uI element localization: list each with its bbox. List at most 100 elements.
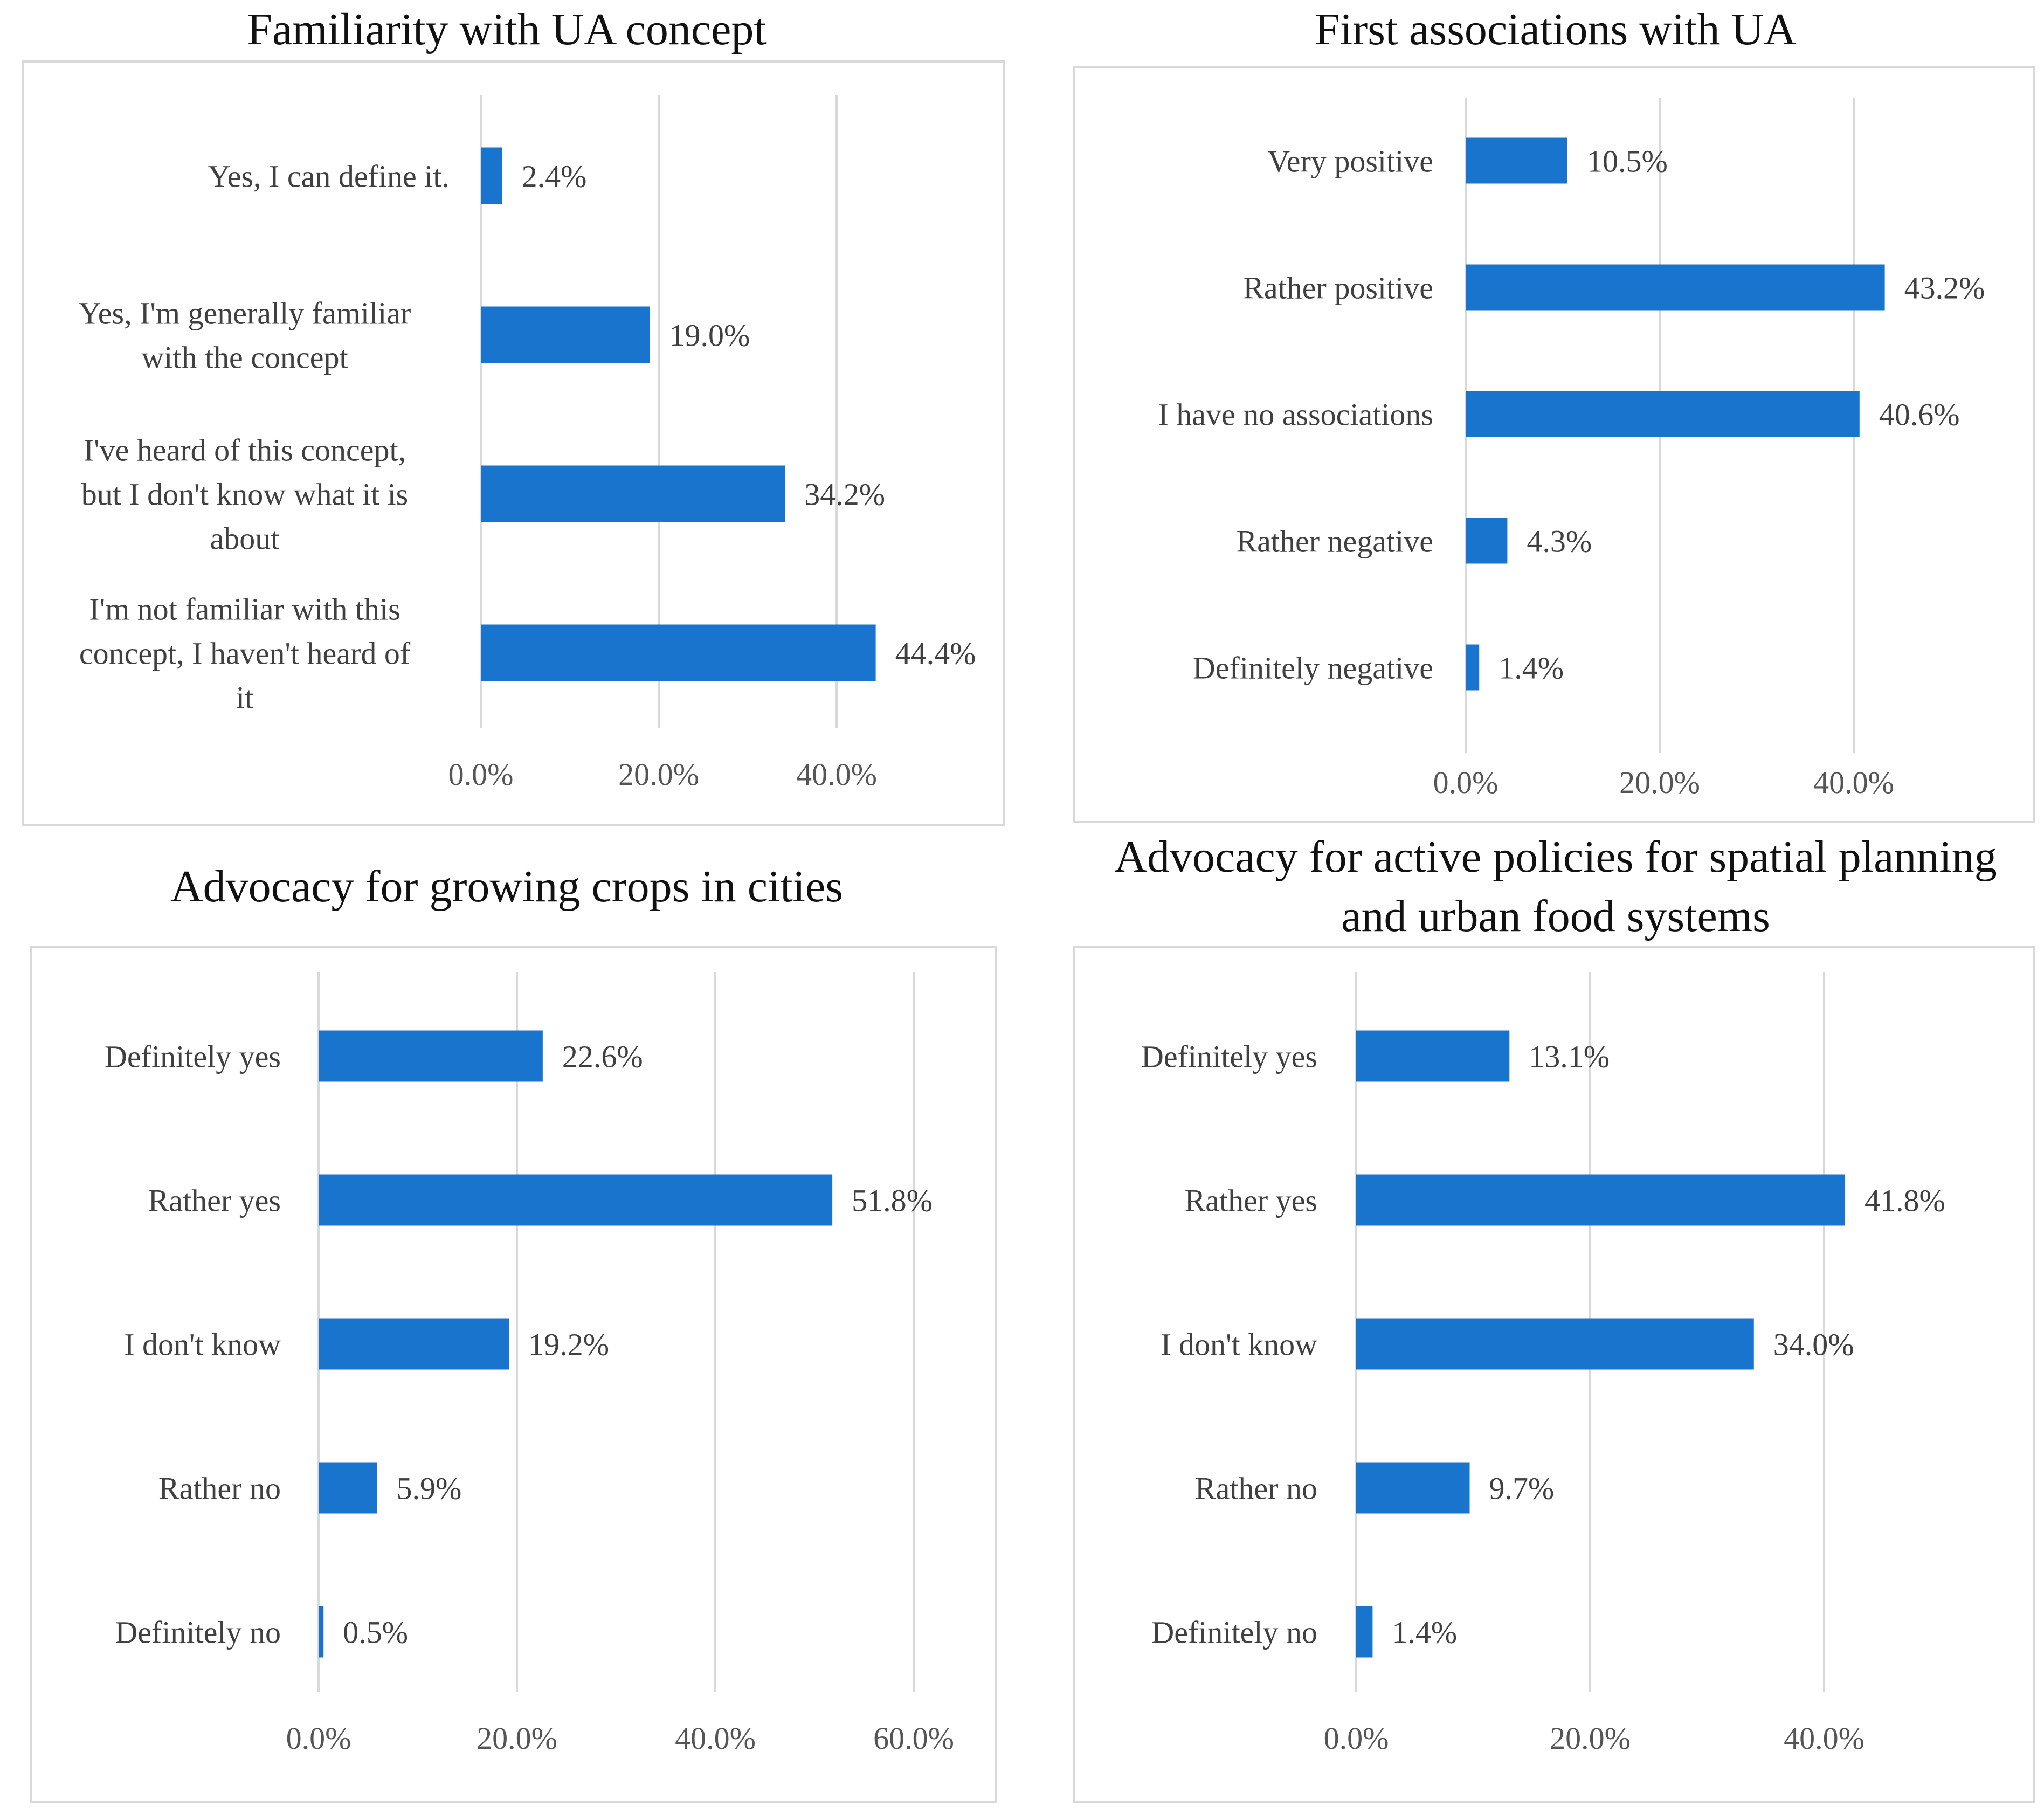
- data-label: 5.9%: [397, 1471, 462, 1506]
- data-label: 22.6%: [562, 1039, 643, 1074]
- bar: [481, 147, 502, 204]
- chart-frame: 0.0% 20.0% 40.0% 2.4% Yes, I can define it. 1…: [22, 60, 1005, 826]
- category-label-line: it: [236, 680, 253, 715]
- category-label-line: Rather yes: [1185, 1183, 1317, 1218]
- bar: [1356, 1174, 1846, 1226]
- data-label: 4.3%: [1527, 523, 1592, 558]
- category-label: Rather yes: [148, 1183, 281, 1218]
- chart-plot: 0.0% 20.0% 40.0% 13.1% Definitely yes 41.8% Ra…: [1141, 972, 1945, 1756]
- bar: [1466, 518, 1508, 564]
- data-label: 19.2%: [528, 1327, 609, 1362]
- category-label-line: Very positive: [1267, 143, 1433, 178]
- data-label: 13.1%: [1529, 1039, 1610, 1074]
- chart-plot: 0.0% 20.0% 40.0% 10.5% Very positive 43.2% Rat…: [1158, 98, 1985, 800]
- category-label: I've heard of this concept, but I don't k…: [81, 432, 409, 556]
- chart-frame: 0.0% 20.0% 40.0% 60.0% 22.6% Definitely yes 51…: [30, 946, 997, 1803]
- chart-frame: 0.0% 20.0% 40.0% 13.1% Definitely yes 41.8% Ra…: [1073, 946, 2035, 1803]
- category-label-line: I don't know: [124, 1327, 281, 1362]
- chart-frame: 0.0% 20.0% 40.0% 10.5% Very positive 43.2% Rat…: [1073, 66, 2035, 823]
- x-tick-label: 40.0%: [675, 1721, 756, 1756]
- data-label: 40.6%: [1879, 397, 1960, 432]
- category-label-line: Rather negative: [1236, 523, 1433, 558]
- category-label-line: with the concept: [141, 340, 348, 375]
- category-label: I have no associations: [1158, 397, 1433, 432]
- chart-plot: 0.0% 20.0% 40.0% 60.0% 22.6% Definitely yes 51…: [105, 972, 954, 1756]
- x-tick-label: 0.0%: [1433, 765, 1499, 800]
- chart-title: Advocacy for growing crops in cities: [170, 861, 843, 912]
- chart-title: Familiarity with UA concept: [247, 4, 766, 54]
- category-label: I'm not familiar with this concept, I hav…: [79, 591, 411, 715]
- category-label-line: Definitely yes: [105, 1039, 281, 1074]
- data-label: 34.2%: [804, 477, 885, 512]
- category-label-line: Rather no: [1195, 1471, 1317, 1506]
- bar: [1356, 1030, 1510, 1082]
- chart-title-line: and urban food systems: [1341, 891, 1770, 941]
- category-label: Yes, I can define it.: [208, 158, 450, 194]
- data-label: 10.5%: [1587, 143, 1668, 178]
- chart-title: Advocacy for active policies for spatial…: [1067, 827, 2044, 946]
- category-label-line: Rather no: [158, 1471, 281, 1506]
- category-label: I don't know: [1161, 1327, 1317, 1362]
- x-tick-label: 60.0%: [873, 1721, 954, 1756]
- category-label-line: I've heard of this concept,: [84, 432, 406, 467]
- x-tick-label: 20.0%: [1619, 765, 1700, 800]
- bar: [1356, 1318, 1754, 1370]
- x-tick-label: 20.0%: [477, 1721, 557, 1756]
- category-label: Rather yes: [1185, 1183, 1317, 1218]
- bar: [1466, 137, 1567, 184]
- x-tick-label: 40.0%: [1784, 1721, 1865, 1756]
- category-label: Definitely yes: [1141, 1039, 1317, 1074]
- category-label-line: Definitely negative: [1193, 650, 1433, 685]
- category-label: Rather no: [158, 1471, 281, 1506]
- chart-title-line: Advocacy for active policies for spatial…: [1114, 832, 1997, 882]
- x-tick-label: 40.0%: [796, 757, 877, 792]
- bar: [1466, 644, 1480, 691]
- data-label: 19.0%: [669, 318, 750, 353]
- category-label-line: Yes, I'm generally familiar: [79, 295, 411, 330]
- chart-panel-policies: Advocacy for active policies for spatial…: [1067, 827, 2044, 1809]
- bar: [481, 465, 785, 522]
- category-label-line: but I don't know what it is: [81, 477, 409, 512]
- category-label-line: I don't know: [1161, 1327, 1317, 1362]
- chart-panel-familiarity: Familiarity with UA concept 0.0% 20.0% 40.…: [0, 0, 1013, 833]
- bar: [1466, 391, 1860, 437]
- data-label: 41.8%: [1865, 1183, 1945, 1218]
- bar: [319, 1462, 377, 1514]
- data-label: 2.4%: [522, 158, 587, 194]
- chart-plot: 0.0% 20.0% 40.0% 2.4% Yes, I can define it. 1…: [79, 95, 976, 792]
- category-label: Rather no: [1195, 1471, 1317, 1506]
- bar: [319, 1030, 543, 1082]
- x-tick-label: 20.0%: [618, 757, 699, 792]
- category-label: Definitely no: [115, 1615, 281, 1650]
- data-label: 9.7%: [1489, 1471, 1554, 1506]
- bar: [1356, 1462, 1470, 1514]
- category-label-line: Rather positive: [1243, 270, 1433, 305]
- x-tick-label: 20.0%: [1550, 1721, 1631, 1756]
- category-label-line: I have no associations: [1158, 397, 1433, 432]
- chart-title: First associations with UA: [1315, 4, 1797, 54]
- data-label: 34.0%: [1773, 1327, 1854, 1362]
- chart-panel-associations: First associations with UA 0.0% 20.0% 40.0…: [1067, 0, 2044, 833]
- category-label-line: concept, I haven't heard of: [79, 636, 411, 671]
- category-label-line: Rather yes: [148, 1183, 281, 1218]
- x-tick-label: 0.0%: [1324, 1721, 1389, 1756]
- bar: [1466, 264, 1885, 311]
- category-label: Rather negative: [1236, 523, 1433, 558]
- bar: [481, 306, 650, 363]
- data-label: 0.5%: [343, 1615, 408, 1650]
- category-label-line: Definitely yes: [1141, 1039, 1317, 1074]
- bar: [319, 1174, 833, 1226]
- category-label: Definitely no: [1151, 1615, 1317, 1650]
- data-label: 1.4%: [1499, 650, 1564, 685]
- category-label: Rather positive: [1243, 270, 1433, 305]
- bar: [319, 1606, 324, 1658]
- chart-panel-crops: Advocacy for growing crops in cities 0.0…: [0, 857, 1013, 1809]
- category-label: I don't know: [124, 1327, 281, 1362]
- category-label-line: about: [210, 521, 280, 556]
- data-label: 51.8%: [852, 1183, 933, 1218]
- bar: [1356, 1606, 1373, 1658]
- data-label: 43.2%: [1904, 270, 1985, 305]
- category-label-line: I'm not familiar with this: [89, 591, 400, 626]
- category-label: Very positive: [1267, 143, 1433, 178]
- category-label: Yes, I'm generally familiar with the conc…: [79, 295, 411, 375]
